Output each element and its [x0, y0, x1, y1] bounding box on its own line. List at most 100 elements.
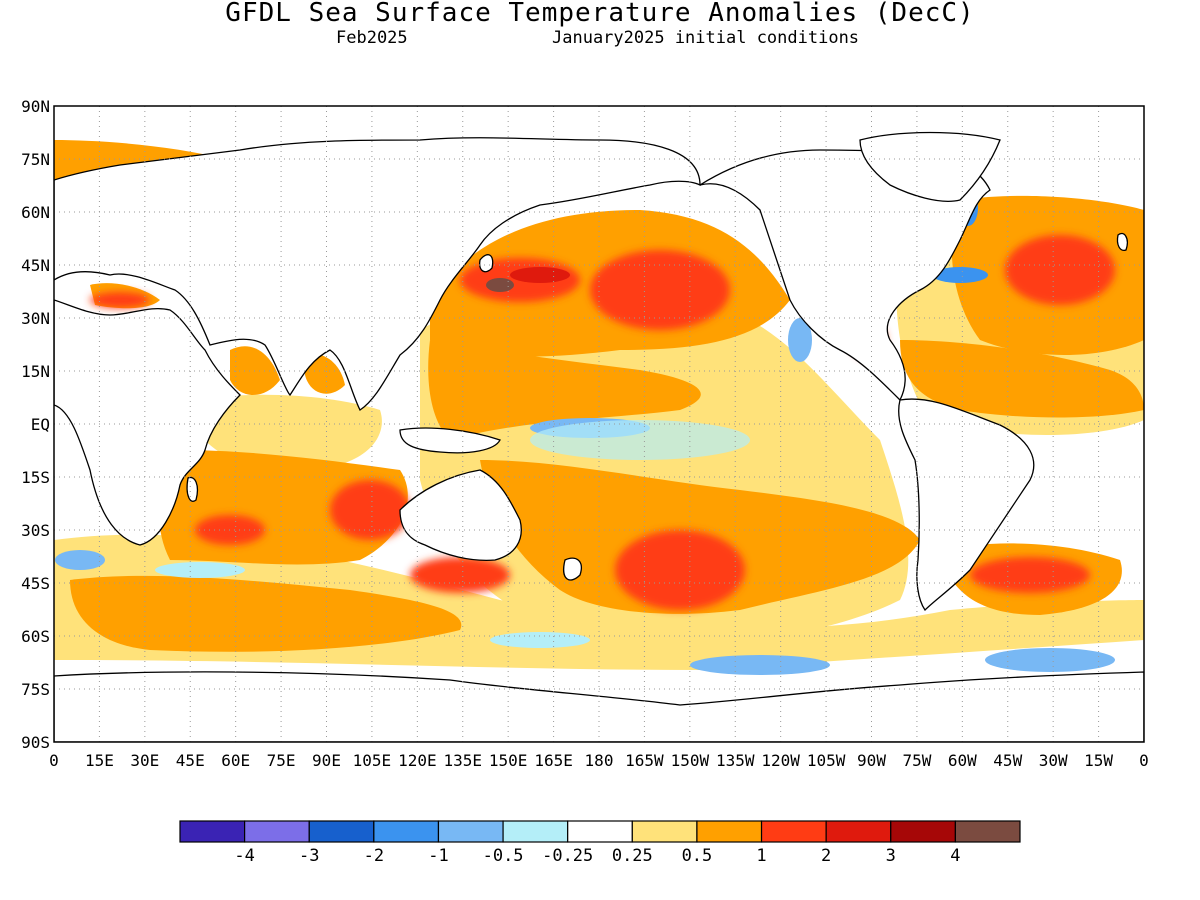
kuroshio-hot — [510, 267, 570, 283]
colorbar-tick-label: -0.25 — [542, 846, 593, 866]
colorbar-tick-label: -3 — [299, 846, 319, 866]
latitude-tick-label: 15S — [21, 468, 50, 487]
new-zealand-land — [563, 557, 582, 581]
colorbar-tick-label: 3 — [886, 846, 896, 866]
longitude-tick-label: 120E — [398, 751, 437, 770]
longitude-tick-label: 90E — [312, 751, 341, 770]
california-cool — [788, 318, 812, 362]
mediterranean-strong-warm — [90, 292, 150, 308]
colorbar-swatch — [373, 820, 440, 843]
colorbar-swatch — [825, 820, 892, 843]
colorbar-tick-label: 2 — [821, 846, 831, 866]
longitude-tick-label: 45W — [993, 751, 1022, 770]
longitude-tick-label: 0 — [49, 751, 59, 770]
longitude-tick-label: 30E — [130, 751, 159, 770]
indonesia-land — [399, 427, 501, 454]
japan-land — [479, 254, 494, 273]
south-america-land — [898, 398, 1035, 612]
longitude-tick-label: 150E — [489, 751, 528, 770]
map-frame — [53, 105, 1145, 743]
colorbar-tick-label: -2 — [364, 846, 384, 866]
agulhas-cool — [55, 550, 105, 570]
valid-month-label: Feb2025 — [336, 28, 408, 48]
greenland-land — [859, 131, 1001, 202]
southern-ocean-cool-west — [690, 655, 830, 675]
latitude-tick-label: 75S — [21, 680, 50, 699]
africa-land — [54, 299, 241, 546]
chart-title: GFDL Sea Surface Temperature Anomalies (… — [225, 0, 975, 28]
colorbar: -4 -3 -2 -1 -0.5 -0.25 0.25 0.5 1 2 3 4 — [179, 820, 1021, 866]
longitude-tick-label: 15W — [1084, 751, 1113, 770]
uk-land — [1116, 232, 1128, 251]
extreme-warm-anomaly-regions — [486, 267, 570, 292]
longitude-tick-label: 105W — [807, 751, 846, 770]
latitude-tick-label: 75N — [21, 150, 50, 169]
longitude-tick-label: 30W — [1039, 751, 1068, 770]
longitude-tick-label: 75E — [267, 751, 296, 770]
latitude-tick-label: 15N — [21, 362, 50, 381]
gulf-stream-cool — [932, 267, 988, 283]
latitude-tick-label: EQ — [31, 415, 50, 434]
longitude-tick-label: 135W — [716, 751, 755, 770]
longitude-tick-label: 165E — [534, 751, 573, 770]
colorbar-tick-label: 0.5 — [682, 846, 713, 866]
longitude-tick-label: 150W — [671, 751, 710, 770]
equatorial-pacific-cool-fringe — [530, 420, 750, 460]
south-indian-cool — [155, 562, 245, 578]
latitude-tick-label: 30N — [21, 309, 50, 328]
southern-ocean-cool-east — [985, 648, 1115, 672]
init-conditions-label: January2025 initial conditions — [552, 28, 860, 48]
madagascar-land — [186, 476, 199, 502]
tasman-strong-warm — [410, 557, 510, 593]
colorbar-swatch — [567, 820, 633, 843]
anomaly-field — [54, 106, 1144, 742]
antarctic-cool — [490, 632, 590, 648]
australia-land — [399, 469, 522, 561]
north-atlantic-strong-warm — [1005, 235, 1115, 305]
latitude-tick-label: 30S — [21, 521, 50, 540]
longitude-tick-label: 135E — [443, 751, 482, 770]
latitude-tick-label: 90S — [21, 733, 50, 752]
colorbar-swatch — [244, 820, 310, 843]
central-north-pacific-strong-warm — [590, 250, 730, 330]
latitude-tick-label: 90N — [21, 97, 50, 116]
bay-of-bengal-warm — [305, 353, 345, 394]
indian-weak-warm — [190, 394, 382, 470]
colorbar-swatch — [308, 820, 375, 843]
colorbar-swatch — [954, 820, 1021, 843]
colorbar-tick-label: -0.5 — [483, 846, 524, 866]
colorbar-swatch — [696, 820, 763, 843]
graticule — [54, 106, 1144, 742]
longitude-tick-label: 105E — [353, 751, 392, 770]
south-atlantic-strong-warm — [970, 557, 1090, 593]
longitude-axis: 0 15E 30E 45E 60E 75E 90E 105E 120E 135E 150E 165E 1… — [49, 751, 1149, 770]
japan-extreme-warm — [486, 278, 514, 292]
colorbar-tick-label: -4 — [234, 846, 254, 866]
latitude-tick-label: 60N — [21, 203, 50, 222]
longitude-tick-label: 0 — [1139, 751, 1149, 770]
south-pacific-strong-warm — [615, 530, 745, 610]
eurasia-land — [54, 137, 701, 411]
longitude-tick-label: 180 — [585, 751, 614, 770]
colorbar-tick-label: 4 — [950, 846, 960, 866]
colorbar-tick-label: 1 — [756, 846, 766, 866]
tropical-atlantic-warm — [900, 340, 1144, 418]
longitude-tick-label: 90W — [857, 751, 886, 770]
latitude-axis: 90N 75N 60N 45N 30N 15N EQ 15S 30S 45S 60S 75S 90S — [21, 97, 50, 752]
colorbar-swatch — [437, 820, 504, 843]
west-pacific-warm — [428, 340, 701, 440]
colorbar-swatch — [179, 820, 246, 843]
colorbar-swatch — [631, 820, 698, 843]
longitude-tick-label: 60W — [948, 751, 977, 770]
longitude-tick-label: 15E — [85, 751, 114, 770]
longitude-tick-label: 165W — [625, 751, 664, 770]
colorbar-tick-label: 0.25 — [612, 846, 653, 866]
southern-indian-warm — [70, 575, 462, 652]
colorbar-tick-label: -1 — [428, 846, 448, 866]
longitude-tick-label: 120W — [761, 751, 800, 770]
colorbar-swatch — [760, 820, 827, 843]
latitude-tick-label: 45N — [21, 256, 50, 275]
latitude-tick-label: 60S — [21, 627, 50, 646]
colorbar-swatch — [502, 820, 569, 843]
